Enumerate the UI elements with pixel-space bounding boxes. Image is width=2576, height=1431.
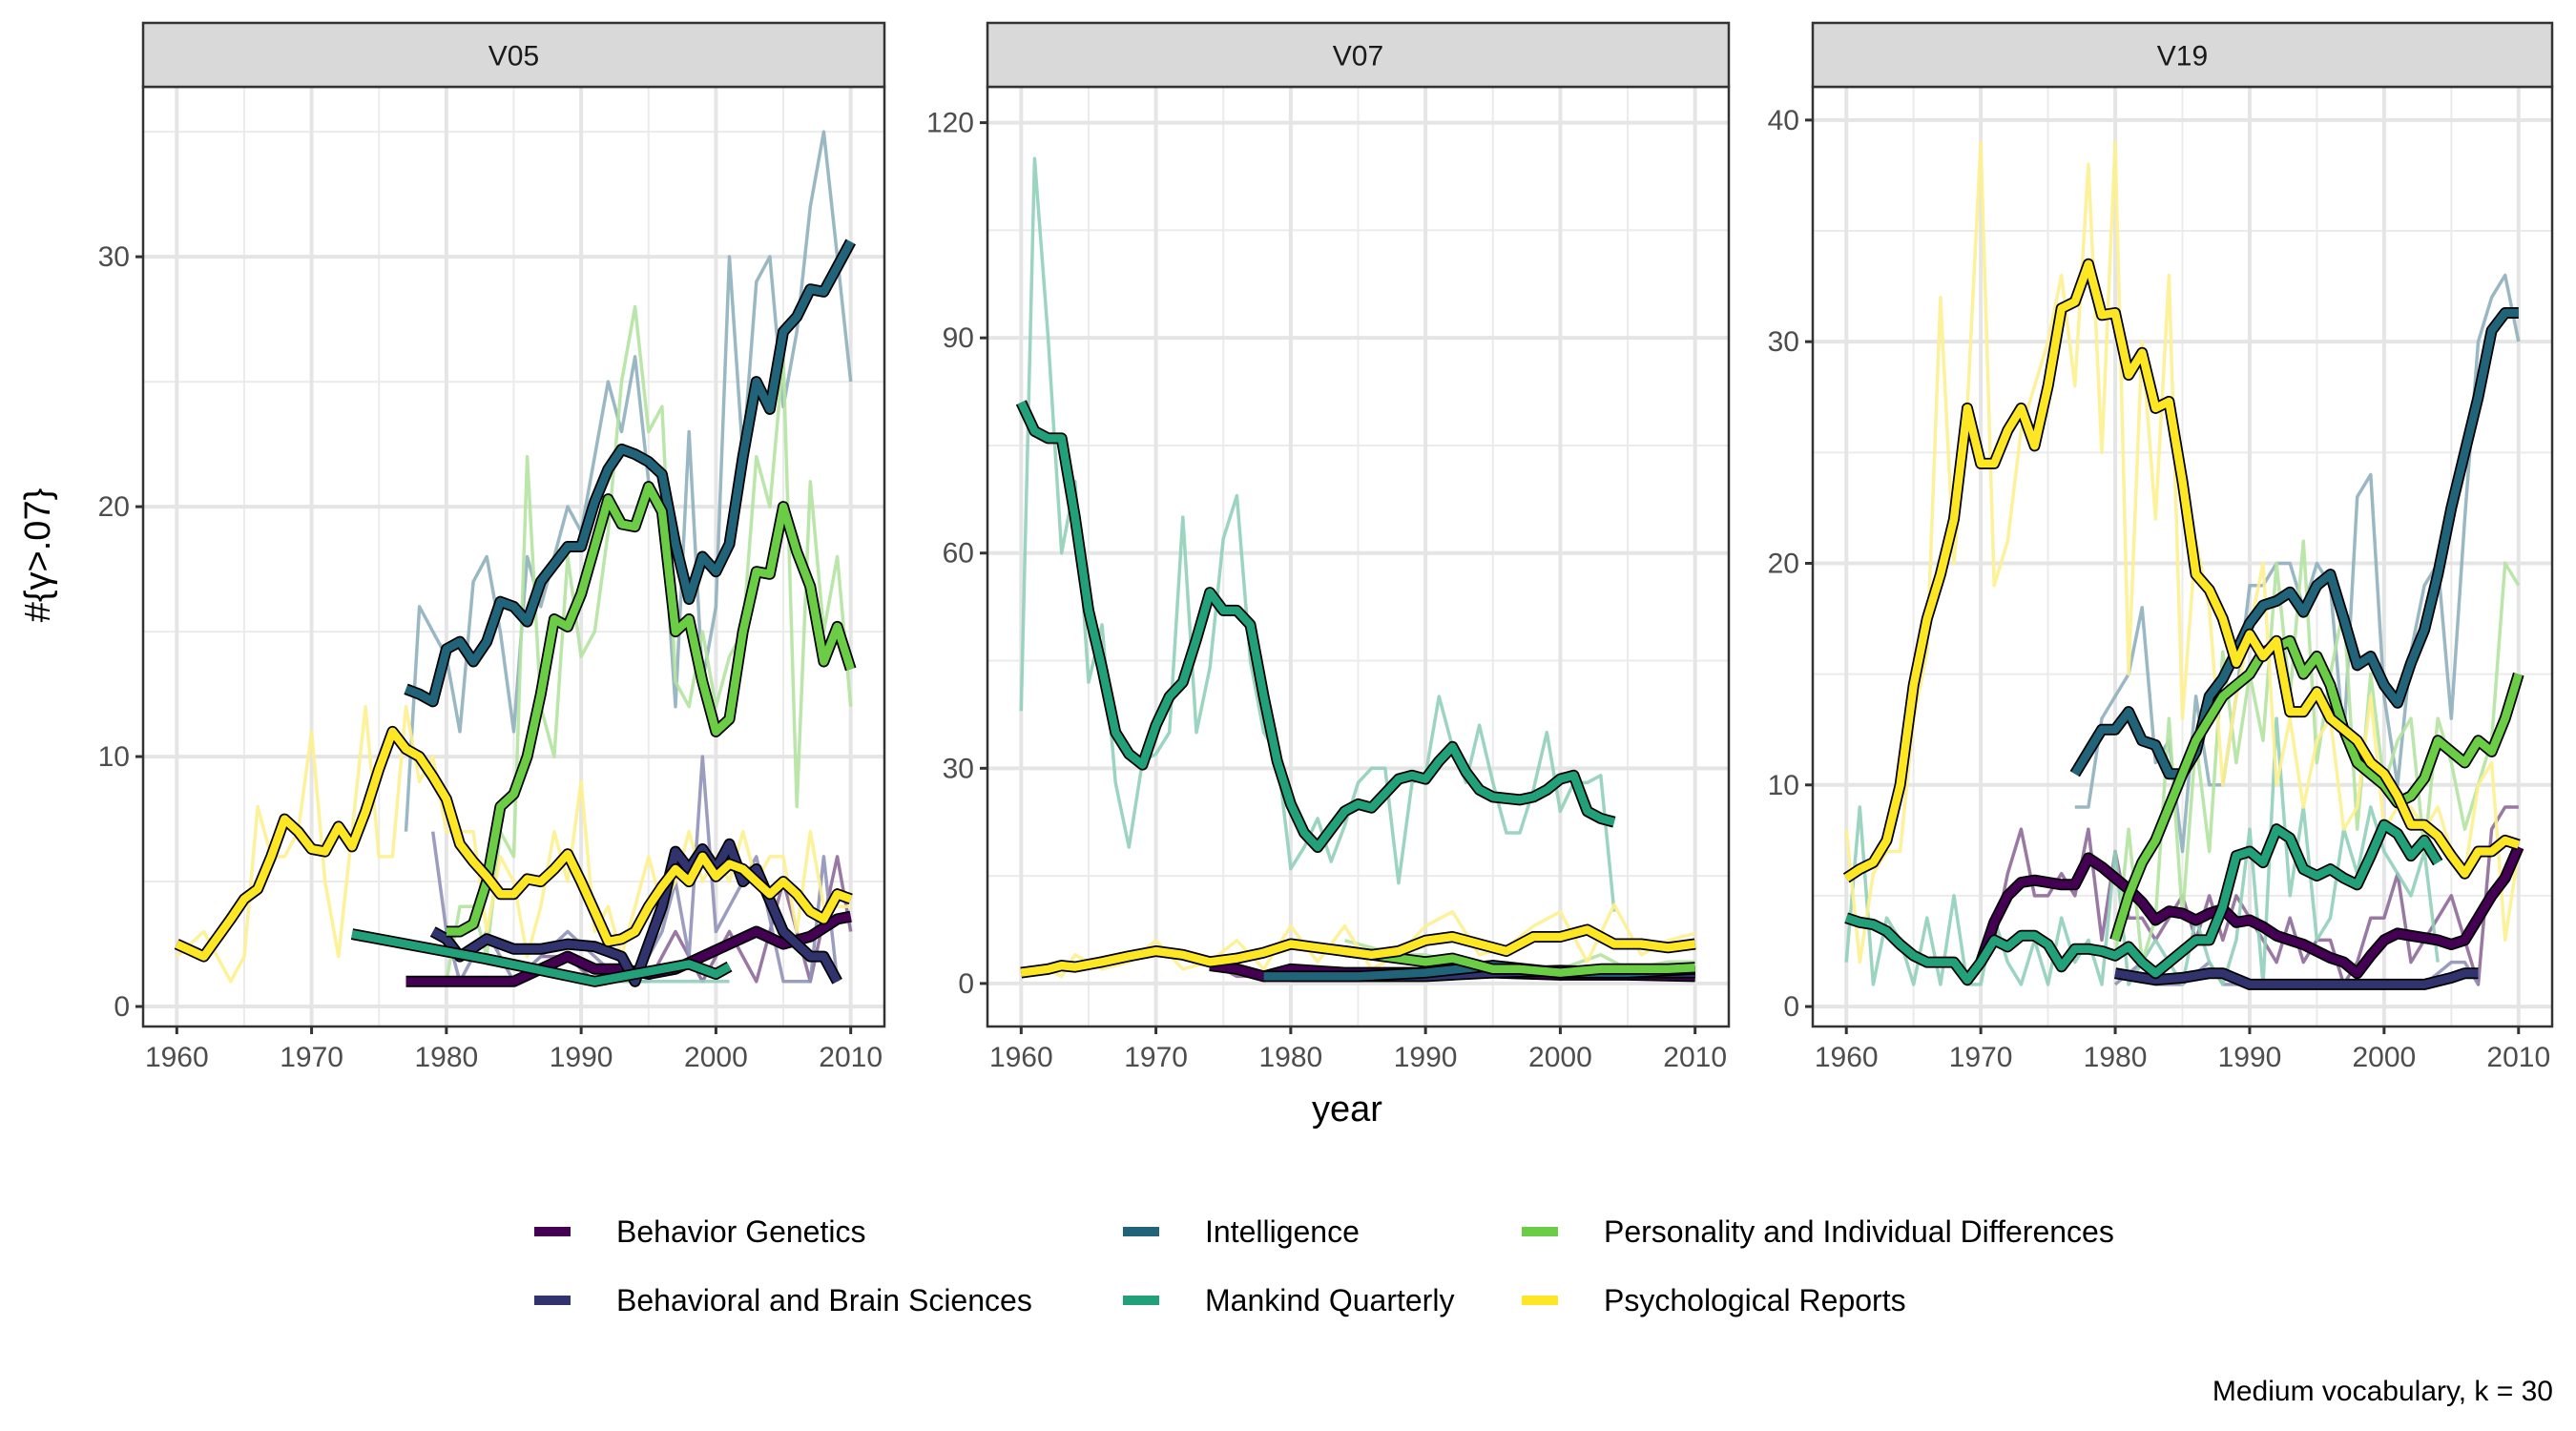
x-tick-label: 2010 xyxy=(2486,1042,2550,1073)
smooth-line-mankind-quarterly xyxy=(351,929,732,986)
y-tick-label: 20 xyxy=(98,491,130,523)
x-tick-label: 1990 xyxy=(2218,1042,2282,1073)
legend-label: Mankind Quarterly xyxy=(1205,1283,1454,1317)
x-tick-label: 2000 xyxy=(1528,1042,1592,1073)
legend-label: Psychological Reports xyxy=(1604,1283,1906,1317)
x-tick-label: 1980 xyxy=(414,1042,478,1073)
legend-key xyxy=(534,1227,571,1236)
smooth-line-psychological-reports xyxy=(1020,925,1696,977)
x-tick-label: 1960 xyxy=(145,1042,209,1073)
x-tick-label: 1970 xyxy=(1949,1042,2013,1073)
y-tick-label: 0 xyxy=(958,968,974,1000)
legend: Behavior Genetics Intelligence Personality… xyxy=(534,1214,2114,1317)
y-axis-title: #{γ>.07} xyxy=(18,488,58,623)
caption: Medium vocabulary, k = 30 xyxy=(2212,1376,2553,1407)
legend-item: Intelligence xyxy=(1123,1214,1360,1249)
legend-key xyxy=(1522,1296,1558,1305)
smooth-line-personality-and-individual-differences xyxy=(1343,946,1695,977)
y-tick-label: 40 xyxy=(1768,105,1799,136)
facet-strip-label: V19 xyxy=(2157,41,2208,73)
x-tick-label: 1980 xyxy=(2084,1042,2148,1073)
x-tick-label: 1970 xyxy=(1124,1042,1188,1073)
x-axis-title: year xyxy=(1312,1089,1382,1130)
y-tick-label: 30 xyxy=(1768,326,1799,358)
legend-key xyxy=(1123,1296,1159,1305)
y-tick-label: 20 xyxy=(1768,548,1799,579)
legend-key xyxy=(1123,1227,1159,1236)
facet-strip xyxy=(986,21,1731,89)
facet-strip xyxy=(141,21,886,89)
legend-item: Personality and Individual Differences xyxy=(1522,1214,2114,1249)
y-tick-label: 30 xyxy=(98,241,130,273)
raw-line-intelligence xyxy=(404,130,853,832)
legend-item: Behavior Genetics xyxy=(534,1214,865,1249)
x-tick-label: 2000 xyxy=(2352,1042,2416,1073)
y-tick-label: 90 xyxy=(943,322,974,354)
raw-line-mankind-quarterly xyxy=(1019,156,1616,912)
legend-item: Mankind Quarterly xyxy=(1123,1283,1454,1317)
smooth-line-psychological-reports xyxy=(1843,259,2521,881)
x-tick-label: 1970 xyxy=(280,1042,343,1073)
facet-strip-label: V05 xyxy=(488,41,539,73)
smooth-line-behavior-genetics xyxy=(1977,845,2523,978)
legend-key xyxy=(1522,1227,1558,1236)
smooth-line-mankind-quarterly xyxy=(1844,820,2441,985)
facet-strip xyxy=(1811,21,2554,89)
legend-item: Behavioral and Brain Sciences xyxy=(534,1283,1032,1317)
y-tick-label: 10 xyxy=(1768,770,1799,801)
panel-v07: V07 0 30 60 90 120 1960 1970 1980 1990 2000 2010 xyxy=(926,21,1731,1073)
x-tick-label: 1960 xyxy=(1815,1042,1879,1073)
x-tick-label: 1990 xyxy=(1394,1042,1458,1073)
facet-strip-label: V07 xyxy=(1333,41,1383,73)
y-tick-label: 30 xyxy=(943,753,974,784)
smooth-line-psychological-reports xyxy=(175,727,853,961)
y-tick-label: 0 xyxy=(1783,991,1799,1023)
y-tick-label: 120 xyxy=(926,108,974,139)
smooth-line-mankind-quarterly xyxy=(1017,400,1616,852)
x-tick-label: 1990 xyxy=(550,1042,613,1073)
x-tick-label: 2000 xyxy=(684,1042,748,1073)
smooth-line-personality-and-individual-differences xyxy=(2110,636,2523,942)
legend-label: Behavior Genetics xyxy=(616,1214,865,1249)
raw-line-psychological-reports xyxy=(176,704,851,984)
smooth-line-behavioral-and-brain-sciences xyxy=(2114,968,2479,989)
y-tick-label: 60 xyxy=(943,538,974,570)
x-tick-label: 2010 xyxy=(819,1042,883,1073)
legend-item: Psychological Reports xyxy=(1522,1283,1906,1317)
legend-key xyxy=(534,1296,571,1305)
panel-v19: V19 0 10 20 30 40 1960 1970 1980 1990 2000 2010 xyxy=(1768,21,2554,1073)
panel-v05: V05 0 10 20 30 1960 1970 1980 1990 2000 2010 xyxy=(98,21,886,1073)
x-tick-label: 1980 xyxy=(1258,1042,1322,1073)
legend-label: Intelligence xyxy=(1205,1214,1360,1249)
legend-label: Personality and Individual Differences xyxy=(1604,1214,2114,1249)
y-tick-label: 0 xyxy=(114,991,130,1023)
raw-line-intelligence xyxy=(2074,273,2521,854)
raw-line-psychological-reports xyxy=(1020,902,1696,979)
smooth-line-intelligence xyxy=(2071,308,2519,778)
smooth-line-personality-and-individual-differences xyxy=(446,482,855,936)
x-tick-label: 1960 xyxy=(989,1042,1053,1073)
legend-label: Behavioral and Brain Sciences xyxy=(616,1283,1032,1317)
y-tick-label: 10 xyxy=(98,741,130,773)
smooth-line-intelligence xyxy=(405,239,855,706)
x-tick-label: 2010 xyxy=(1663,1042,1727,1073)
